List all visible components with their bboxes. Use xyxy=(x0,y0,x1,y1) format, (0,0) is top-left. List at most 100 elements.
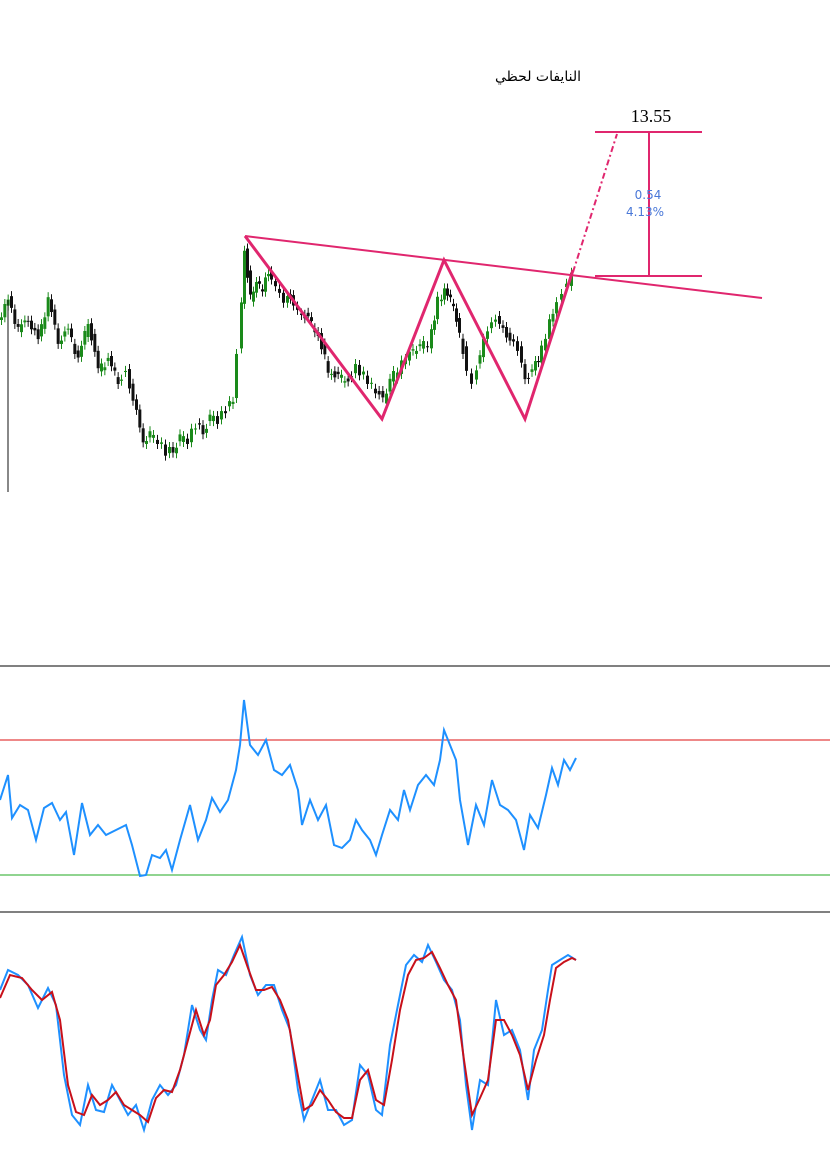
candle-body xyxy=(56,328,60,344)
candle-body xyxy=(430,329,433,349)
candle-body xyxy=(201,425,205,435)
candle-body xyxy=(486,331,489,339)
candle-body xyxy=(362,371,365,375)
candle-body xyxy=(527,377,530,379)
candle-body xyxy=(366,375,369,384)
candle-body xyxy=(246,248,249,278)
candle-body xyxy=(411,349,415,351)
stoch-d-line xyxy=(0,942,577,1124)
candle-body xyxy=(33,327,37,331)
candle-body xyxy=(0,317,3,320)
candle-body xyxy=(530,369,534,372)
pattern-zigzag xyxy=(243,235,575,423)
candle-body xyxy=(422,341,425,349)
candle-body xyxy=(26,320,30,322)
candle-body xyxy=(516,341,519,351)
candle-body xyxy=(171,447,175,453)
candle-body xyxy=(175,447,178,454)
candle-body xyxy=(537,361,540,363)
candle-body xyxy=(249,270,252,295)
projection xyxy=(572,133,618,273)
candle-body xyxy=(198,423,201,425)
candle-body xyxy=(182,436,185,442)
candle-body xyxy=(415,350,418,354)
candle-body xyxy=(116,377,120,384)
candle-body xyxy=(354,364,357,374)
candle-body xyxy=(36,329,40,340)
candle-body xyxy=(43,317,47,329)
candle-body xyxy=(240,302,243,349)
candle-body xyxy=(113,367,117,371)
candle-body xyxy=(40,324,43,337)
candle-body xyxy=(436,296,439,320)
candle-body xyxy=(534,361,537,371)
pattern xyxy=(243,131,763,423)
candle-body xyxy=(346,378,350,382)
candle-body xyxy=(330,373,333,375)
price-candles xyxy=(0,243,573,492)
candle-body xyxy=(148,431,152,438)
candle-body xyxy=(320,333,323,350)
candle-body xyxy=(135,399,138,410)
candle-body xyxy=(178,434,182,442)
candle-body xyxy=(426,346,429,348)
candle-body xyxy=(326,361,330,373)
candle-body xyxy=(60,340,63,344)
candle-body xyxy=(164,444,167,456)
candle-body xyxy=(343,381,347,383)
candle-body xyxy=(370,382,373,384)
candle-body xyxy=(76,350,80,358)
candle-body xyxy=(160,442,163,444)
candle-body xyxy=(465,346,468,371)
candle-body xyxy=(306,312,310,317)
candle-body xyxy=(80,345,83,357)
candle-body xyxy=(156,439,159,444)
candle-body xyxy=(392,371,395,382)
candle-body xyxy=(274,281,277,287)
candle-body xyxy=(455,308,458,322)
candle-body xyxy=(86,323,90,338)
candle-body xyxy=(30,320,33,330)
candle-body xyxy=(336,371,340,375)
stoch-k-line xyxy=(0,933,577,1134)
candle-body xyxy=(551,313,555,322)
candle-body xyxy=(145,441,148,444)
candle-body xyxy=(340,374,343,378)
candle-body xyxy=(220,411,223,420)
candle-body xyxy=(377,390,381,395)
candle-body xyxy=(490,322,493,329)
candle-body xyxy=(23,320,27,323)
candle-body xyxy=(168,447,171,454)
candle-body xyxy=(440,299,443,302)
candle-body xyxy=(310,317,313,322)
target-label: 13.55 xyxy=(631,106,672,126)
candle-body xyxy=(208,414,212,422)
candle-body xyxy=(90,323,93,341)
candle-body xyxy=(374,388,377,394)
candle-body xyxy=(461,338,465,354)
candle-body xyxy=(13,309,17,324)
candle-body xyxy=(255,281,258,293)
candle-body xyxy=(449,294,452,298)
candle-body xyxy=(385,393,388,404)
candle-body xyxy=(482,338,485,358)
candle-body xyxy=(93,333,97,352)
candle-body xyxy=(520,346,523,363)
candle-body xyxy=(231,401,235,404)
candle-body xyxy=(433,320,436,330)
candle-body xyxy=(106,357,110,362)
candle-body xyxy=(333,371,337,378)
candle-body xyxy=(194,428,197,430)
candle-body xyxy=(540,345,543,363)
candle-body xyxy=(323,343,327,355)
candle-body xyxy=(494,319,497,322)
candle-body xyxy=(452,303,455,307)
candle-body xyxy=(548,319,551,339)
candle-body xyxy=(282,292,285,303)
candle-body xyxy=(498,316,501,324)
candle-body xyxy=(100,363,103,372)
candle-body xyxy=(46,297,50,317)
candle-body xyxy=(264,277,267,292)
candle-body xyxy=(63,331,67,337)
candle-body xyxy=(381,391,385,398)
